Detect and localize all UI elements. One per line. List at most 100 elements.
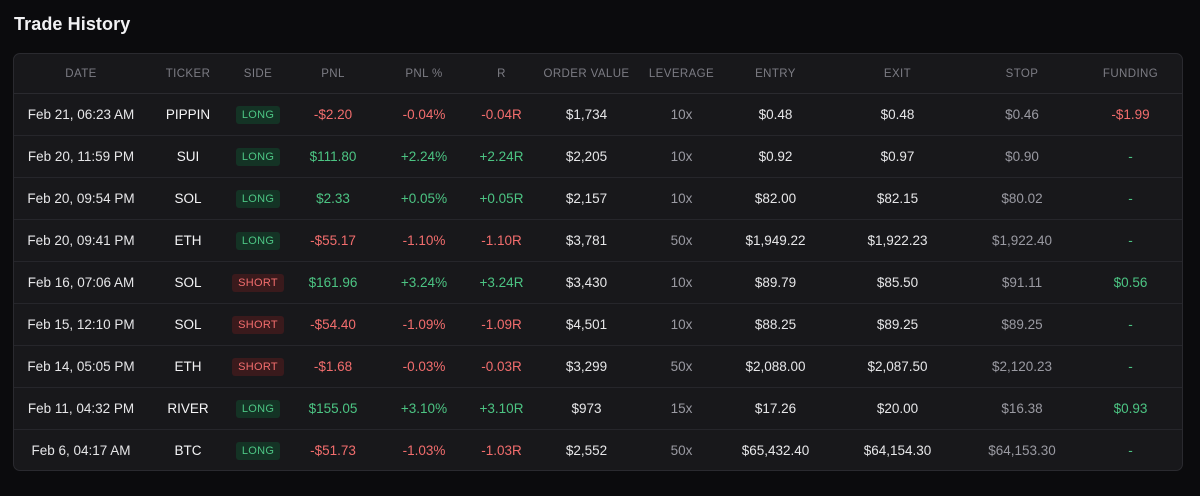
cell-ticker: ETH: [148, 219, 228, 262]
table-row[interactable]: Feb 21, 06:23 AM PIPPIN LONG -$2.20 -0.04% -0…: [14, 93, 1182, 136]
cell-r: +3.10R: [470, 387, 533, 430]
cell-stop: $0.46: [967, 93, 1077, 136]
table-header-row: DATE TICKER SIDE PNL PNL % R ORDER VALUE…: [14, 54, 1182, 94]
cell-leverage: 10x: [640, 177, 723, 220]
cell-side: SHORT: [228, 345, 288, 388]
cell-order-value: $1,734: [533, 93, 640, 136]
cell-order-value: $2,552: [565, 443, 608, 458]
cell-ticker: SOL: [148, 177, 228, 220]
cell-date: Feb 20, 11:59 PM: [14, 135, 148, 178]
cell-r: -0.04R: [470, 93, 533, 136]
cell-exit: $20.00: [828, 387, 967, 430]
cell-entry: $1,949.22: [723, 219, 828, 262]
cell-side: LONG: [228, 219, 288, 262]
column-header-funding[interactable]: FUNDING: [1077, 54, 1182, 94]
column-header-date[interactable]: DATE: [14, 54, 148, 94]
cell-leverage: 50x: [640, 345, 723, 388]
cell-exit: $64,154.30: [863, 443, 932, 458]
column-header-side[interactable]: SIDE: [228, 54, 288, 94]
table-row[interactable]: Feb 20, 09:41 PM ETH LONG -$55.17 -1.10% -1.1…: [14, 219, 1182, 262]
cell-ticker: PIPPIN: [148, 93, 228, 136]
cell-stop: $1,922.40: [967, 219, 1077, 262]
cell-leverage: 50x: [670, 443, 693, 458]
cell-r: -0.03R: [470, 345, 533, 388]
side-badge: LONG: [235, 441, 281, 460]
side-badge: SHORT: [232, 273, 284, 292]
cell-r: -1.03R: [481, 443, 522, 458]
cell-date: Feb 16, 07:06 AM: [14, 261, 148, 304]
cell-pnl-percent: +2.24%: [378, 135, 470, 178]
cell-order-value: $3,299: [533, 345, 640, 388]
column-header-pnl[interactable]: PNL: [288, 54, 378, 94]
cell-ticker: SOL: [148, 261, 228, 304]
cell-date: Feb 14, 05:05 PM: [14, 345, 148, 388]
trade-rows: Feb 21, 06:23 AM PIPPIN LONG -$2.20 -0.04% -0…: [14, 93, 1182, 471]
cell-entry: $82.00: [723, 177, 828, 220]
cell-entry: $17.26: [723, 387, 828, 430]
column-header-r[interactable]: R: [470, 54, 533, 94]
cell-leverage: 10x: [640, 303, 723, 346]
cell-funding: -: [1077, 345, 1182, 388]
cell-pnl-percent: +3.10%: [378, 387, 470, 430]
cell-stop: $64,153.30: [988, 443, 1056, 458]
cell-order-value: $4,501: [533, 303, 640, 346]
cell-order-value: $2,205: [533, 135, 640, 178]
cell-order-value: $3,781: [533, 219, 640, 262]
cell-ticker: ETH: [148, 345, 228, 388]
side-badge: LONG: [235, 189, 281, 208]
trade-history-table-card: DATE TICKER SIDE PNL PNL % R ORDER VALUE…: [13, 53, 1183, 471]
table-row[interactable]: Feb 16, 07:06 AM SOL SHORT $161.96 +3.24% +3.…: [14, 261, 1182, 304]
table-row[interactable]: Feb 14, 05:05 PM ETH SHORT -$1.68 -0.03% -0.0…: [14, 345, 1182, 388]
table-row[interactable]: Feb 15, 12:10 PM SOL SHORT -$54.40 -1.09% -1.…: [14, 303, 1182, 346]
side-badge: LONG: [235, 231, 281, 250]
table-row[interactable]: Feb 20, 09:54 PM SOL LONG $2.33 +0.05% +0.05R…: [14, 177, 1182, 220]
side-badge: LONG: [235, 147, 281, 166]
cell-entry: $0.92: [723, 135, 828, 178]
cell-stop: $2,120.23: [967, 345, 1077, 388]
cell-order-value: $3,430: [533, 261, 640, 304]
table-row[interactable]: Feb 20, 11:59 PM SUI LONG $111.80 +2.24% +2.2…: [14, 135, 1182, 178]
cell-stop: $91.11: [967, 261, 1077, 304]
cell-exit: $82.15: [828, 177, 967, 220]
column-header-leverage[interactable]: LEVERAGE: [640, 54, 723, 94]
cell-ticker: BTC: [174, 443, 202, 458]
table-row[interactable]: Feb 6, 04:17 AM BTC LONG -$51.73 -1.03% -1.03…: [14, 430, 1182, 471]
cell-r: -1.09R: [470, 303, 533, 346]
page-title: Trade History: [14, 14, 131, 34]
cell-exit: $1,922.23: [828, 219, 967, 262]
cell-leverage: 50x: [640, 219, 723, 262]
column-header-order-value[interactable]: ORDER VALUE: [533, 54, 640, 94]
cell-pnl-percent: -1.03%: [402, 443, 446, 458]
cell-funding: -: [1077, 303, 1182, 346]
cell-side: SHORT: [228, 261, 288, 304]
cell-order-value: $2,157: [533, 177, 640, 220]
cell-side: LONG: [228, 387, 288, 430]
cell-exit: $89.25: [828, 303, 967, 346]
side-badge: SHORT: [232, 357, 284, 376]
cell-pnl: $2.33: [288, 177, 378, 220]
cell-entry: $89.79: [723, 261, 828, 304]
column-header-entry[interactable]: ENTRY: [723, 54, 828, 94]
cell-ticker: RIVER: [148, 387, 228, 430]
cell-funding: $0.56: [1077, 261, 1182, 304]
column-header-ticker[interactable]: TICKER: [148, 54, 228, 94]
cell-exit: $0.97: [828, 135, 967, 178]
column-header-stop[interactable]: STOP: [967, 54, 1077, 94]
cell-stop: $16.38: [967, 387, 1077, 430]
column-header-exit[interactable]: EXIT: [828, 54, 967, 94]
cell-leverage: 10x: [640, 135, 723, 178]
cell-r: +3.24R: [470, 261, 533, 304]
table-row[interactable]: Feb 11, 04:32 PM RIVER LONG $155.05 +3.10% +3…: [14, 387, 1182, 430]
cell-funding: -: [1128, 443, 1133, 458]
cell-pnl-percent: +3.24%: [378, 261, 470, 304]
cell-stop: $80.02: [967, 177, 1077, 220]
side-badge: LONG: [235, 105, 281, 124]
cell-exit: $85.50: [828, 261, 967, 304]
cell-leverage: 10x: [640, 93, 723, 136]
side-badge: SHORT: [232, 315, 284, 334]
column-header-pnl-percent[interactable]: PNL %: [378, 54, 470, 94]
cell-date: Feb 15, 12:10 PM: [14, 303, 148, 346]
cell-entry: $0.48: [723, 93, 828, 136]
cell-date: Feb 20, 09:41 PM: [14, 219, 148, 262]
cell-pnl: -$1.68: [288, 345, 378, 388]
